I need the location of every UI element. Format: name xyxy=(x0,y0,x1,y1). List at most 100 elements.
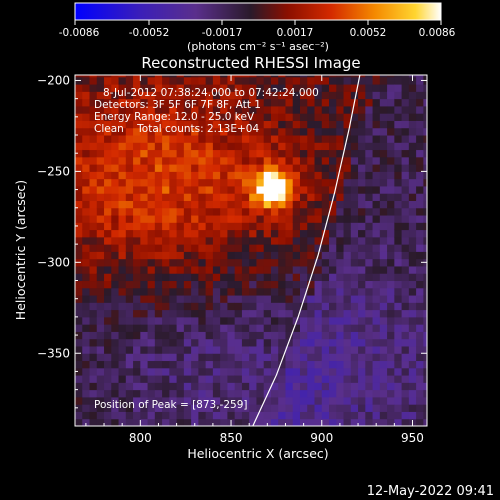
heatmap-cell xyxy=(358,135,366,143)
heatmap-cell xyxy=(423,120,427,129)
heatmap-cell xyxy=(263,222,272,231)
heatmap-cell xyxy=(75,309,83,318)
heatmap-cell xyxy=(133,156,141,165)
heatmap-cell xyxy=(241,302,250,311)
heatmap-cell xyxy=(256,273,265,282)
heatmap-cell xyxy=(321,251,330,260)
heatmap-cell xyxy=(401,375,410,383)
heatmap-cell xyxy=(423,105,427,114)
heatmap-cell xyxy=(125,375,134,383)
heatmap-cell xyxy=(365,244,374,252)
heatmap-cell xyxy=(278,200,286,209)
heatmap-cell xyxy=(111,258,120,267)
heatmap-cell xyxy=(350,273,359,282)
heatmap-cell xyxy=(212,295,221,303)
heatmap-cell xyxy=(256,389,265,398)
heatmap-cell xyxy=(408,207,417,216)
heatmap-cell xyxy=(314,76,323,85)
heatmap-cell xyxy=(372,345,381,354)
heatmap-cell xyxy=(125,185,134,194)
heatmap-cell xyxy=(299,411,308,420)
heatmap-cell xyxy=(111,251,120,260)
heatmap-cell xyxy=(263,236,272,245)
heatmap-cell xyxy=(270,331,279,340)
heatmap-cell xyxy=(191,338,199,347)
heatmap-cell xyxy=(350,91,359,100)
heatmap-cell xyxy=(249,156,257,165)
heatmap-cell xyxy=(299,265,308,274)
heatmap-cell xyxy=(372,142,381,151)
heatmap-cell xyxy=(365,75,374,78)
heatmap-cell xyxy=(82,142,91,151)
heatmap-cell xyxy=(263,185,272,194)
heatmap-cell xyxy=(198,91,207,100)
heatmap-cell xyxy=(394,142,403,151)
heatmap-cell xyxy=(96,411,105,420)
heatmap-cell xyxy=(379,295,388,303)
heatmap-cell xyxy=(249,353,257,362)
heatmap-cell xyxy=(292,76,301,85)
heatmap-cell xyxy=(270,171,279,180)
heatmap-cell xyxy=(125,360,134,369)
heatmap-cell xyxy=(154,75,163,78)
heatmap-cell xyxy=(118,404,127,412)
heatmap-cell xyxy=(205,331,214,340)
heatmap-cell xyxy=(118,91,127,100)
heatmap-cell xyxy=(365,324,374,332)
heatmap-cell xyxy=(358,360,366,369)
heatmap-cell xyxy=(365,113,374,121)
heatmap-cell xyxy=(111,84,120,92)
heatmap-cell xyxy=(169,164,178,172)
heatmap-cell xyxy=(270,418,279,426)
heatmap-cell xyxy=(285,185,294,194)
heatmap-cell xyxy=(198,404,207,412)
heatmap-cell xyxy=(169,396,178,405)
heatmap-cell xyxy=(162,309,170,318)
heatmap-cell xyxy=(249,120,257,129)
heatmap-cell xyxy=(307,411,316,420)
heatmap-cell xyxy=(365,76,374,85)
heatmap-cell xyxy=(358,382,366,391)
heatmap-cell xyxy=(394,382,403,391)
heatmap-cell xyxy=(176,396,185,405)
heatmap-cell xyxy=(423,164,427,172)
heatmap-cell xyxy=(205,265,214,274)
heatmap-cell xyxy=(104,375,112,383)
heatmap-cell xyxy=(416,309,424,318)
heatmap-cell xyxy=(278,178,286,187)
heatmap-cell xyxy=(365,309,374,318)
heatmap-cell xyxy=(299,316,308,325)
heatmap-cell xyxy=(220,295,228,303)
heatmap-cell xyxy=(162,324,170,332)
heatmap-cell xyxy=(205,127,214,136)
heatmap-cell xyxy=(329,331,337,340)
heatmap-cell xyxy=(212,178,221,187)
heatmap-cell xyxy=(321,316,330,325)
heatmap-cell xyxy=(118,178,127,187)
heatmap-cell xyxy=(401,287,410,296)
heatmap-cell xyxy=(241,244,250,252)
solar-limb-line xyxy=(252,75,361,426)
plot-frame xyxy=(74,74,428,427)
heatmap-cell xyxy=(96,171,105,180)
heatmap-cell xyxy=(104,411,112,420)
heatmap-cell xyxy=(234,396,243,405)
heatmap-cell xyxy=(75,265,83,274)
y-tick-label: −200 xyxy=(37,73,70,87)
heatmap-cell xyxy=(307,345,316,354)
heatmap-cell xyxy=(198,207,207,216)
heatmap-cell xyxy=(75,178,83,187)
heatmap-cell xyxy=(140,207,149,216)
heatmap-cell xyxy=(329,207,337,216)
heatmap-cell xyxy=(299,382,308,391)
heatmap-cell xyxy=(176,215,185,223)
heatmap-cell xyxy=(256,222,265,231)
heatmap-cell xyxy=(118,113,127,121)
heatmap-cell xyxy=(372,316,381,325)
heatmap-cell xyxy=(183,251,192,260)
heatmap-cell xyxy=(379,222,388,231)
heatmap-cell xyxy=(343,164,352,172)
heatmap-cell xyxy=(350,367,359,376)
heatmap-cell xyxy=(89,236,98,245)
heatmap-cell xyxy=(372,127,381,136)
